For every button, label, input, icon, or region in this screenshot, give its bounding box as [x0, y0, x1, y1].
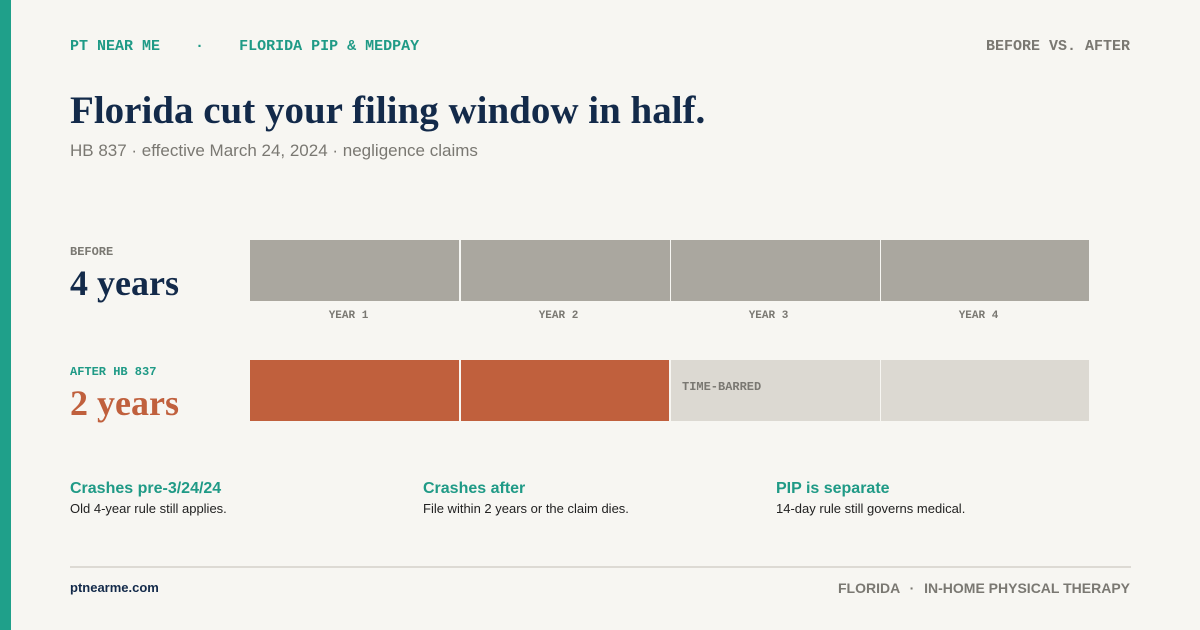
note-title: Crashes pre-3/24/24	[70, 480, 222, 497]
note: Crashes pre-3/24/24 Old 4-year rule stil…	[70, 480, 227, 516]
year-block	[671, 240, 880, 301]
note: PIP is separate 14-day rule still govern…	[776, 480, 965, 516]
year-label: YEAR 1	[328, 310, 369, 322]
active-block	[461, 360, 669, 421]
after-label: AFTER HB 837	[70, 365, 157, 379]
brand: PT NEAR ME	[70, 38, 161, 55]
year-block	[461, 240, 670, 301]
subtitle: HB 837 · effective March 24, 2024 · negl…	[70, 141, 478, 160]
year-block	[250, 240, 459, 301]
footer-site: ptnearme.com	[70, 580, 159, 595]
header-tag: BEFORE VS. AFTER	[985, 38, 1130, 55]
year-label: YEAR 2	[538, 310, 579, 322]
footer-region: FLORIDA	[837, 580, 900, 596]
before-period: 4 years	[70, 263, 179, 303]
footer-right: FLORIDA · IN-HOME PHYSICAL THERAPY	[838, 580, 1130, 596]
barred-label: TIME-BARRED	[682, 380, 762, 394]
barred-block	[671, 360, 880, 421]
footer-service: IN-HOME PHYSICAL THERAPY	[924, 580, 1130, 596]
year-label: YEAR 3	[748, 310, 789, 322]
active-block	[250, 360, 459, 421]
before-label: BEFORE	[70, 245, 114, 259]
note-text: Old 4-year rule still applies.	[70, 501, 227, 516]
year-label: YEAR 4	[958, 310, 999, 322]
note-text: File within 2 years or the claim dies.	[423, 501, 629, 516]
note-text: 14-day rule still governs medical.	[776, 501, 966, 516]
note: Crashes after File within 2 years or the…	[423, 480, 629, 516]
topic: FLORIDA PIP & MEDPAY	[239, 38, 420, 55]
note-title: Crashes after	[423, 480, 526, 497]
note-title: PIP is separate	[776, 480, 890, 497]
barred-block	[881, 360, 1089, 421]
separator: ·	[909, 580, 915, 596]
separator: ·	[195, 38, 205, 55]
accent-stripe	[0, 0, 11, 630]
after-period: 2 years	[70, 383, 179, 423]
footer-rule	[70, 566, 1131, 568]
year-block	[881, 240, 1089, 301]
header-left: PT NEAR ME · FLORIDA PIP & MEDPAY	[70, 38, 419, 55]
title: Florida cut your filing window in half.	[70, 89, 706, 132]
